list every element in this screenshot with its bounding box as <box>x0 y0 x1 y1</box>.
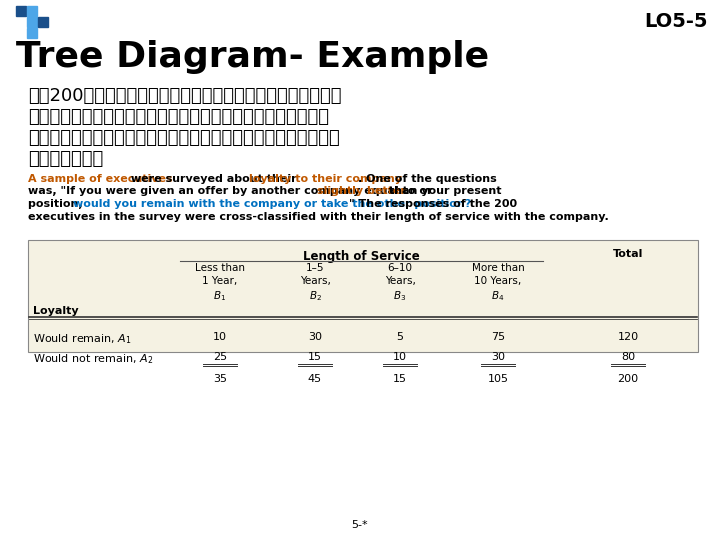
Text: 30: 30 <box>491 352 505 362</box>
Text: loyalty to their company: loyalty to their company <box>249 174 402 184</box>
Bar <box>27 28 37 38</box>
Text: 5-*: 5-* <box>351 520 369 530</box>
Text: 他公司給你相等或更好一點的職缺，你會留在原來的公司，還是: 他公司給你相等或更好一點的職缺，你會留在原來的公司，還是 <box>28 108 329 126</box>
Text: 80: 80 <box>621 352 635 362</box>
Text: Loyalty: Loyalty <box>33 306 78 316</box>
Text: Would not remain, $A_2$: Would not remain, $A_2$ <box>33 352 153 366</box>
Text: 接受其他公司的職僱？」，問卷結果列於下表：（包含他們年資、: 接受其他公司的職僱？」，問卷結果列於下表：（包含他們年資、 <box>28 129 340 147</box>
Text: 45: 45 <box>308 374 322 384</box>
Text: 25: 25 <box>213 352 227 362</box>
Text: A sample of executives: A sample of executives <box>28 174 173 184</box>
Text: than your present: than your present <box>385 186 502 197</box>
Text: 15: 15 <box>393 374 407 384</box>
Text: 15: 15 <box>308 352 322 362</box>
Bar <box>27 6 37 16</box>
Text: would you remain with the company or take the other position?: would you remain with the company or tak… <box>73 199 472 209</box>
Text: 30: 30 <box>308 332 322 342</box>
Text: 5: 5 <box>397 332 403 342</box>
Text: 1–5
Years,
$B_2$: 1–5 Years, $B_2$ <box>300 263 330 303</box>
Text: 抽取200名經理來調查他們對公司的忠誠度，問卷問題：「若其: 抽取200名經理來調查他們對公司的忠誠度，問卷問題：「若其 <box>28 87 341 105</box>
Text: " The responses of the 200: " The responses of the 200 <box>349 199 517 209</box>
Text: Would remain, $A_1$: Would remain, $A_1$ <box>33 332 132 346</box>
Text: Less than
1 Year,
$B_1$: Less than 1 Year, $B_1$ <box>195 263 245 303</box>
Text: 10: 10 <box>393 352 407 362</box>
Bar <box>28 240 698 352</box>
Text: 與他們的回答）: 與他們的回答） <box>28 150 103 168</box>
Bar <box>16 6 26 16</box>
Text: 6–10
Years,
$B_3$: 6–10 Years, $B_3$ <box>384 263 415 303</box>
Text: Length of Service: Length of Service <box>303 250 420 263</box>
Text: . One of the questions: . One of the questions <box>358 174 497 184</box>
Text: More than
10 Years,
$B_4$: More than 10 Years, $B_4$ <box>472 263 524 303</box>
Text: Total: Total <box>613 249 643 259</box>
Text: were surveyed about their: were surveyed about their <box>127 174 301 184</box>
Text: 10: 10 <box>213 332 227 342</box>
Text: Tree Diagram- Example: Tree Diagram- Example <box>16 40 489 74</box>
Text: 75: 75 <box>491 332 505 342</box>
Text: executives in the survey were cross-classified with their length of service with: executives in the survey were cross-clas… <box>28 212 608 221</box>
Text: LO5-5: LO5-5 <box>644 12 708 31</box>
Text: was, "If you were given an offer by another company equal to or: was, "If you were given an offer by anot… <box>28 186 436 197</box>
Text: 120: 120 <box>618 332 639 342</box>
Text: 200: 200 <box>618 374 639 384</box>
Text: position,: position, <box>28 199 86 209</box>
Text: 105: 105 <box>487 374 508 384</box>
Text: slightly better: slightly better <box>318 186 406 197</box>
Bar <box>27 17 37 27</box>
Bar <box>38 17 48 27</box>
Text: 35: 35 <box>213 374 227 384</box>
